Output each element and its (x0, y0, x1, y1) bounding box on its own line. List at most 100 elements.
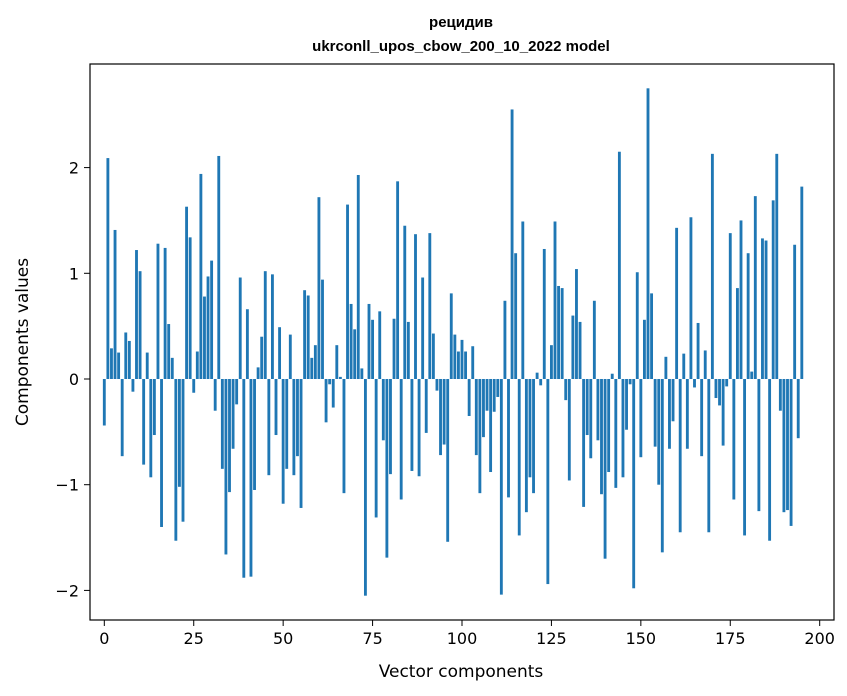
bar (535, 372, 539, 379)
y-axis-label: Components values (13, 258, 33, 426)
bar (306, 295, 310, 379)
bar (142, 378, 146, 465)
bar (671, 378, 675, 422)
bar (170, 357, 174, 379)
bar (249, 378, 253, 577)
bar (589, 378, 593, 459)
bar (532, 378, 535, 494)
bar (771, 200, 775, 379)
bar (764, 240, 768, 379)
bar (113, 229, 117, 379)
bar (317, 197, 321, 379)
bar (138, 271, 142, 379)
bar (778, 378, 782, 411)
bar (288, 334, 292, 379)
y-tick-label: −2 (55, 581, 79, 600)
bar (195, 351, 199, 379)
bar (625, 378, 628, 430)
bar (274, 378, 278, 436)
bar (174, 378, 178, 541)
bar (789, 378, 793, 526)
bar (564, 378, 568, 401)
bar (546, 378, 550, 585)
bar (735, 288, 739, 379)
bar (524, 378, 528, 513)
bar (363, 378, 367, 596)
bar (353, 329, 357, 379)
bar (664, 356, 668, 379)
bar (296, 378, 299, 457)
bar (385, 378, 389, 558)
bar (224, 378, 228, 555)
bar (145, 352, 149, 379)
bar (539, 378, 543, 386)
bar (582, 378, 586, 507)
y-tick-label: 0 (69, 370, 79, 389)
bar (410, 378, 414, 471)
bar (181, 378, 185, 522)
bar (442, 378, 446, 445)
bar (374, 378, 378, 518)
y-tick-label: 2 (69, 159, 79, 178)
bar (188, 237, 192, 379)
bar (299, 378, 303, 508)
bar (650, 293, 654, 379)
bar (238, 277, 242, 379)
bar (685, 378, 689, 449)
bar (446, 378, 450, 542)
bar (693, 378, 696, 388)
bar (507, 378, 510, 498)
bar (396, 181, 400, 379)
bar (417, 378, 421, 477)
bar (342, 378, 346, 494)
bar (761, 238, 764, 379)
bar (750, 371, 754, 379)
x-axis-ticks: 0 25 50 75 100 125 150 175 200 (99, 620, 835, 648)
bar (177, 378, 181, 487)
bar (585, 378, 589, 436)
bar (453, 334, 457, 379)
bar (743, 378, 747, 536)
bar (135, 250, 138, 379)
bar (678, 378, 682, 533)
bar (757, 378, 761, 512)
bar (610, 373, 614, 379)
bar (220, 378, 224, 469)
bar (199, 173, 203, 379)
bar (503, 300, 507, 379)
bar (213, 378, 217, 411)
bar (206, 276, 210, 379)
bar (231, 378, 235, 449)
bar (510, 109, 514, 379)
y-tick-label: 1 (69, 264, 79, 283)
bar (775, 153, 779, 379)
bar (782, 378, 786, 513)
bar (603, 378, 607, 559)
bar (328, 378, 332, 385)
bar (217, 155, 221, 379)
bar (310, 357, 314, 379)
bar (431, 333, 435, 379)
bar (542, 248, 546, 379)
x-tick-label: 100 (447, 629, 478, 648)
bar (106, 158, 110, 379)
bar (578, 321, 582, 379)
bar (321, 279, 324, 379)
bar (786, 378, 789, 511)
bar (285, 378, 289, 469)
bar (117, 352, 121, 379)
bar (485, 378, 489, 411)
bar (456, 351, 460, 379)
bar (278, 327, 282, 379)
bar (728, 233, 732, 379)
bar (657, 378, 661, 485)
bar (621, 378, 625, 478)
bar (617, 151, 621, 379)
bar (156, 243, 160, 379)
bar (682, 353, 686, 379)
bar (732, 378, 736, 500)
bar (553, 221, 557, 379)
bar (592, 300, 596, 379)
bar (632, 378, 636, 589)
